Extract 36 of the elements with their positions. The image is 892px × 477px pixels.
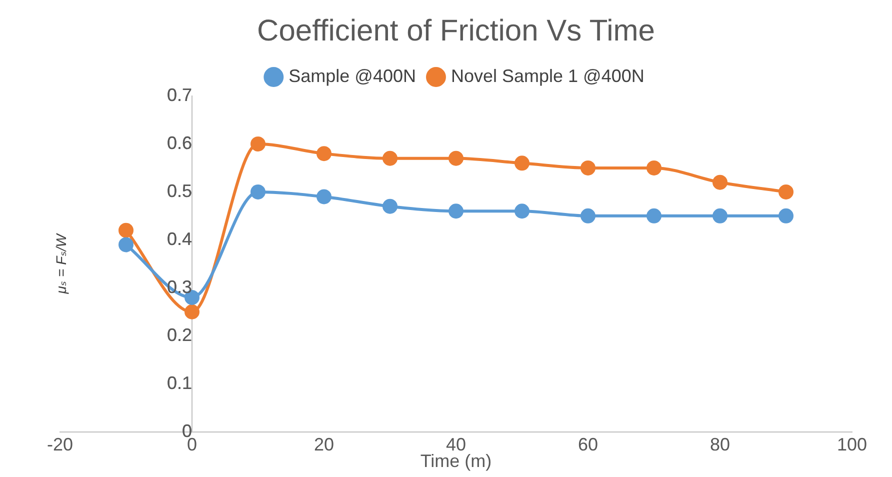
legend-label: Sample @400N (288, 66, 416, 86)
y-axis-title: μₛ = Fₛ/W (52, 232, 69, 295)
x-tick-label: 20 (314, 434, 334, 455)
point (580, 208, 596, 224)
point (250, 136, 266, 152)
x-tick-label: -20 (46, 434, 74, 455)
point (778, 208, 794, 224)
point (382, 150, 398, 166)
point (646, 160, 662, 176)
point (448, 204, 464, 219)
point (184, 304, 200, 320)
point (712, 208, 728, 224)
point (514, 156, 530, 171)
x-tick-label: 60 (578, 434, 598, 455)
point (316, 189, 332, 204)
point (250, 184, 266, 200)
point (118, 222, 134, 238)
y-tick-label: 0.2 (166, 324, 192, 345)
point (514, 204, 530, 219)
point (778, 184, 794, 200)
x-tick-label: 80 (710, 434, 730, 455)
point (118, 237, 134, 252)
point (712, 174, 728, 190)
point (580, 160, 596, 176)
x-tick-label: 100 (836, 434, 868, 455)
legend-label: Novel Sample 1 @400N (450, 66, 644, 86)
point (316, 146, 332, 162)
y-tick-label: 0.1 (166, 372, 192, 393)
point (646, 208, 662, 224)
point (382, 198, 398, 214)
y-tick-label: 0.4 (166, 228, 192, 249)
point (448, 150, 464, 166)
y-tick-label: 0.7 (166, 84, 192, 105)
y-tick-label: 0.6 (166, 132, 192, 153)
chart-title: Coefficient of Friction Vs Time (257, 14, 655, 48)
y-tick-label: 0.5 (166, 180, 192, 201)
